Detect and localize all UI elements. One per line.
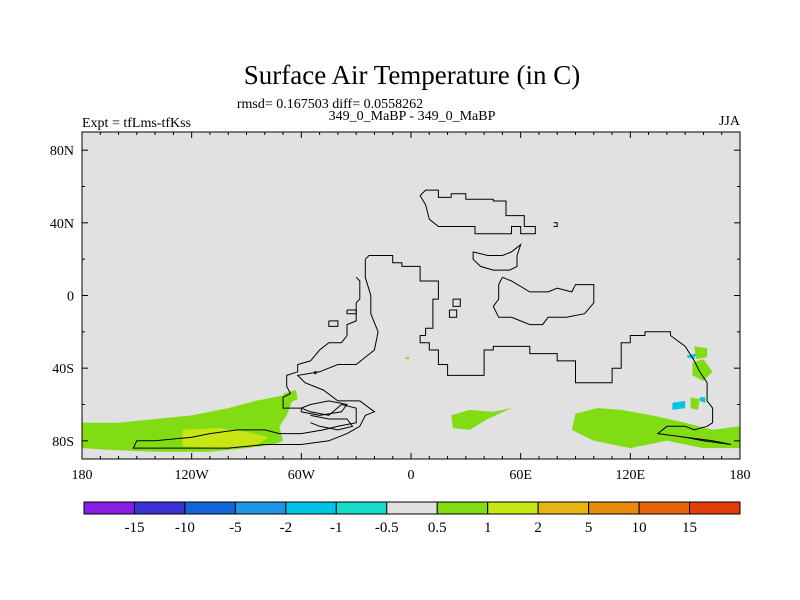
coastline-0 xyxy=(419,189,536,235)
x-tick-label-6: 180 xyxy=(730,468,751,483)
colorbar-swatch-9 xyxy=(537,501,590,515)
x-tick-label-0: 180 xyxy=(72,468,93,483)
y-tick-label-2: 0 xyxy=(67,290,74,305)
y-tick-label-0: 80N xyxy=(50,144,74,159)
coastline-8 xyxy=(472,243,522,271)
coastline-9 xyxy=(452,298,461,307)
coastline-12 xyxy=(553,222,558,227)
anomaly-region-7 xyxy=(690,397,700,410)
anomaly-region-4 xyxy=(571,408,740,449)
colorbar-swatch-3 xyxy=(234,501,287,515)
coastlines xyxy=(132,189,731,449)
y-tick-label-3: 40S xyxy=(52,362,74,377)
coastline-4 xyxy=(346,309,357,315)
colorbar-swatch-6 xyxy=(386,501,438,515)
x-tick-label-3: 0 xyxy=(408,468,415,483)
anomaly-region-8 xyxy=(405,357,410,360)
axis-ticks: 180 120W 60W 0 60E 120E 180 80N 40N 0 40S 80S xyxy=(50,132,751,483)
anomaly-region-5 xyxy=(694,346,708,360)
coastline-10 xyxy=(448,309,458,318)
coastline-3 xyxy=(328,320,339,327)
anomaly-region-11 xyxy=(699,397,706,403)
coastline-6 xyxy=(310,414,354,431)
colorbar-swatch-5 xyxy=(335,501,388,515)
colorbar-label-10: 10 xyxy=(632,520,647,536)
colorbar-swatch-10 xyxy=(588,501,640,515)
colorbar-label-1: -10 xyxy=(175,520,195,536)
colorbar-label-9: 5 xyxy=(585,520,593,536)
anomaly-region-2 xyxy=(283,390,298,405)
colorbar-label-3: -2 xyxy=(280,520,293,536)
anomaly-region-1 xyxy=(182,428,269,449)
coastline-11 xyxy=(314,371,317,375)
stats-subtitle: rmsd= 0.167503 diff= 0.0558262 xyxy=(237,97,423,112)
colorbar-label-11: 15 xyxy=(682,520,697,536)
colorbar-label-5: -0.5 xyxy=(375,520,399,536)
y-tick-label-1: 40N xyxy=(50,217,74,232)
coastline-2 xyxy=(132,259,379,449)
x-tick-label-4: 60E xyxy=(509,468,532,483)
colorbar-label-8: 2 xyxy=(534,520,542,536)
anomaly-region-9 xyxy=(672,400,686,410)
coastline-7 xyxy=(492,276,595,326)
x-tick-label-5: 120E xyxy=(616,468,646,483)
colorbar-swatch-4 xyxy=(285,501,337,515)
colorbar-label-4: -1 xyxy=(330,520,343,536)
colorbar-label-6: 0.5 xyxy=(428,520,447,536)
coastline-1 xyxy=(364,255,731,445)
colorbar-swatch-8 xyxy=(487,501,539,515)
x-tick-label-1: 120W xyxy=(175,468,210,483)
colorbar-swatch-1 xyxy=(133,501,186,515)
plot-background xyxy=(82,132,740,459)
anomaly-regions xyxy=(82,346,740,452)
colorbar-label-0: -15 xyxy=(124,520,144,536)
x-tick-label-2: 60W xyxy=(288,468,316,483)
case-subtitle: 349_0_MaBP - 349_0_MaBP xyxy=(329,109,496,124)
anomaly-region-3 xyxy=(451,408,512,430)
colorbar-swatch-2 xyxy=(184,501,236,515)
chart-title: Surface Air Temperature (in C) xyxy=(244,60,581,90)
colorbar-swatch-7 xyxy=(436,501,489,515)
experiment-label: Expt = tfLms-tfKss xyxy=(82,116,191,131)
colorbar-label-2: -5 xyxy=(229,520,242,536)
colorbar: -15 -10 -5 -2 -1 -0.5 0.5 1 2 5 10 15 xyxy=(83,501,741,536)
colorbar-swatch-12 xyxy=(689,501,741,515)
anomaly-region-6 xyxy=(692,359,713,381)
coastline-5 xyxy=(300,400,348,416)
season-label: JJA xyxy=(719,114,741,129)
colorbar-swatch-0 xyxy=(83,501,135,515)
colorbar-label-7: 1 xyxy=(484,520,492,536)
y-tick-label-4: 80S xyxy=(52,435,74,450)
colorbar-swatch-11 xyxy=(638,501,691,515)
